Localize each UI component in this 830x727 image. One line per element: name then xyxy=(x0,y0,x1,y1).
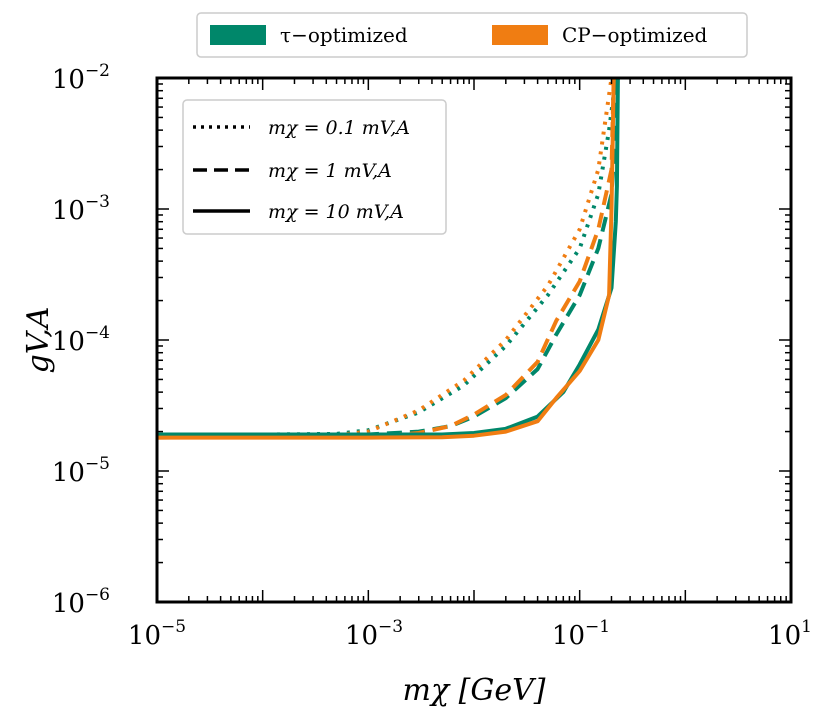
legend-label-tau: τ−optimized xyxy=(280,23,408,47)
color-legend: τ−optimized CP−optimized xyxy=(196,12,748,58)
x-tick-label: 10−3 xyxy=(345,617,403,651)
style-legend: mχ = 0.1 mV,A mχ = 1 mV,A mχ = 10 mV,A xyxy=(182,99,447,235)
x-tick-label: 101 xyxy=(768,617,812,651)
y-axis-label: gV,A xyxy=(21,307,56,374)
series-line-5 xyxy=(157,77,616,440)
y-tick-label: 10−2 xyxy=(52,61,110,95)
legend-dashed-label: mχ = 1 mV,A xyxy=(268,160,392,182)
plot-frame xyxy=(155,76,793,604)
x-tick-labels: 10−5 10−3 10−1 101 xyxy=(128,617,812,651)
series-line-1 xyxy=(157,77,614,438)
series-layer xyxy=(156,77,620,440)
y-tick-labels: 10−6 10−5 10−4 10−3 10−2 xyxy=(52,61,110,619)
y-tick-label: 10−5 xyxy=(52,454,110,488)
y-tick-label: 10−4 xyxy=(52,323,110,357)
legend-solid-label: mχ = 10 mV,A xyxy=(268,201,404,223)
legend-swatch-tau xyxy=(210,25,266,45)
x-axis-label: mχ [GeV] xyxy=(403,673,546,708)
y-tick-label: 10−3 xyxy=(52,192,110,226)
y-tick-label: 10−6 xyxy=(52,585,110,619)
x-tick-label: 10−1 xyxy=(552,617,610,651)
legend-dotted-label: mχ = 0.1 mV,A xyxy=(268,117,410,139)
plot-area xyxy=(155,76,793,604)
legend-label-cp: CP−optimized xyxy=(562,23,708,47)
legend-swatch-cp xyxy=(492,25,548,45)
x-tick-label: 10−5 xyxy=(128,617,186,651)
